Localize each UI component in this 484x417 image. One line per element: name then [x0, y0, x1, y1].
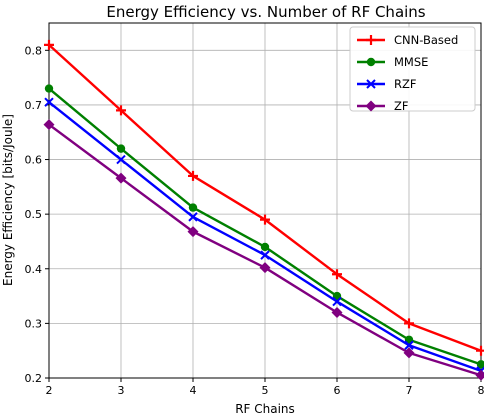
data-point [403, 347, 415, 359]
x-axis: 2 3 4 5 6 7 8 [46, 378, 484, 397]
data-point [331, 306, 343, 318]
data-point [404, 318, 414, 329]
legend-box [349, 26, 476, 112]
data-point [260, 242, 270, 252]
legend-item: RZF [357, 77, 416, 91]
legend-item: MMSE [357, 55, 428, 69]
data-point [188, 203, 198, 212]
legend-label: ZF [394, 99, 409, 113]
series-group [43, 39, 484, 381]
y-axis-label: Energy Efficiency [bits/Joule] [1, 114, 15, 286]
data-point [260, 214, 270, 225]
data-point [44, 39, 54, 50]
data-point [44, 84, 54, 93]
x-tick-label: 7 [406, 384, 413, 397]
data-point [259, 262, 271, 274]
x-tick-label: 3 [118, 384, 125, 397]
y-tick-label: 0.5 [25, 208, 43, 221]
y-tick-label: 0.3 [25, 317, 43, 330]
y-tick-label: 0.8 [25, 44, 43, 57]
data-point [366, 57, 376, 67]
legend-item: ZF [357, 99, 409, 113]
data-point [115, 172, 127, 184]
data-point [188, 170, 198, 181]
y-tick-label: 0.2 [25, 372, 43, 385]
y-tick-label: 0.4 [25, 263, 43, 276]
data-point [366, 79, 376, 89]
data-point [187, 226, 199, 238]
data-point [116, 144, 126, 153]
data-point [332, 269, 342, 280]
legend-label: RZF [394, 77, 416, 91]
series-mmse [44, 84, 484, 369]
legend-label: MMSE [394, 55, 428, 69]
data-point [332, 296, 342, 307]
series-zf [43, 119, 484, 381]
y-axis: 0.2 0.3 0.4 0.5 0.6 0.7 0.8 [25, 44, 49, 385]
data-point [116, 154, 126, 165]
x-tick-label: 5 [262, 384, 269, 397]
x-tick-label: 2 [46, 384, 53, 397]
data-point [476, 360, 484, 369]
data-point [404, 340, 414, 350]
series-cnn-based [44, 39, 484, 356]
data-point [475, 369, 484, 381]
y-tick-label: 0.6 [25, 154, 43, 167]
x-tick-label: 6 [334, 384, 341, 397]
chart-title: Energy Efficiency vs. Number of RF Chain… [106, 3, 425, 21]
data-point [365, 100, 377, 112]
data-point [260, 250, 270, 260]
data-point [366, 35, 376, 45]
legend: CNN-Based MMSE RZF ZF [349, 26, 476, 113]
data-point [44, 97, 54, 107]
y-tick-label: 0.7 [25, 99, 43, 112]
data-point [476, 345, 484, 356]
x-tick-label: 4 [190, 384, 197, 397]
x-tick-label: 8 [478, 384, 484, 397]
data-point [116, 105, 126, 116]
x-axis-label: RF Chains [235, 402, 295, 416]
legend-label: CNN-Based [394, 33, 458, 47]
data-point [43, 119, 55, 131]
legend-item: CNN-Based [357, 33, 458, 47]
data-point [188, 212, 198, 222]
